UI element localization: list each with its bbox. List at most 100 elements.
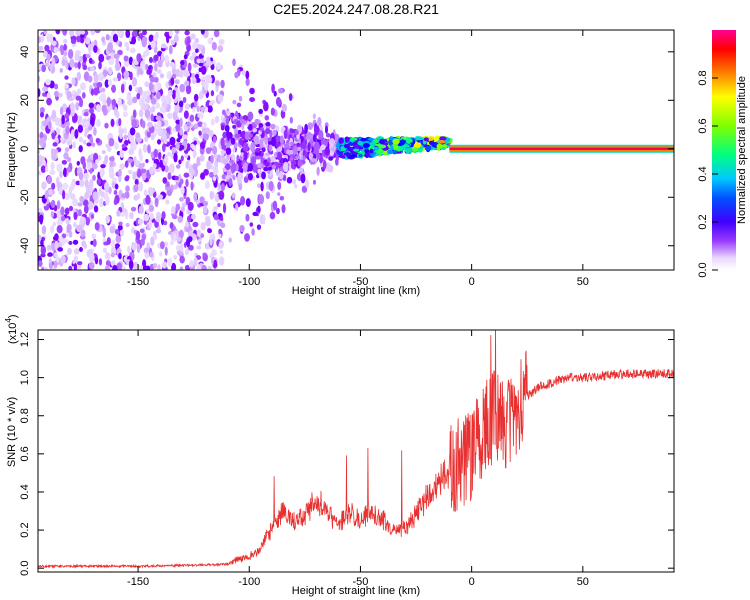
spectrogram-cell [275,96,282,107]
spectrogram-cell [64,207,70,216]
spectrogram-cell [211,42,217,51]
spectrogram-ytick-label: -40 [19,238,31,254]
spectrogram-cell [90,30,96,36]
spectrogram-cell [169,61,176,68]
spectrogram-cell [157,194,164,200]
spectrogram-cell [180,155,184,162]
spectrogram-cell [50,211,55,218]
spectrogram-cell [181,202,187,208]
spectrogram-cell [110,118,115,128]
spectrogram-cell [260,181,264,192]
spectrogram-cell [44,44,50,52]
spectrogram-cell [170,240,174,246]
spectrogram-panel: -150 -100 -50 0 50 -40 -20 0 20 40 Height of stra… [6,29,675,297]
spectrogram-ticks: -150 -100 -50 0 50 -40 -20 0 20 40 [19,30,674,288]
spectrogram-cell [229,159,235,164]
spectrogram-cell [108,171,115,179]
spectrogram-cell [264,161,270,167]
spectrogram-cell [254,118,260,126]
spectrogram-cell [125,30,131,39]
colorbar-tick-label: 0.8 [697,70,709,85]
spectrogram-cell [413,143,421,148]
spectrogram-cell [193,191,198,202]
spectrogram-cell [139,162,143,170]
figure-title: C2E5.2024.247.08.28.R21 [273,1,439,17]
spectrogram-cell [120,83,125,94]
spectrogram-cell [226,110,231,117]
spectrogram-cell [203,168,209,176]
spectrogram-cell [195,199,200,205]
spectrogram-cell [260,150,264,157]
spectrogram-cell [53,252,58,258]
spectrogram-cell [267,166,273,171]
spectrogram-cell [54,83,59,90]
spectrogram-cell [80,216,85,223]
spectrogram-xtick-label: 50 [577,276,589,288]
spectrogram-cell [187,201,194,211]
spectrogram-cell [157,50,163,57]
snr-xtick-label: 0 [469,576,475,588]
spectrogram-cell [56,163,63,173]
spectrogram-cell [283,161,289,173]
spectrogram-cell [68,205,74,212]
spectrogram-cell [318,130,324,140]
spectrogram-cell [118,117,122,127]
spectrogram-cell [116,30,123,36]
spectrogram-cell [89,168,93,174]
spectrogram-cell [182,96,187,104]
spectrogram-cell [144,135,149,143]
spectrogram-cell [146,69,152,75]
spectrogram-cell [277,192,281,197]
spectrogram-cell [352,148,360,152]
spectrogram-cell [162,177,168,184]
spectrogram-cell [242,142,249,152]
spectrogram-cell [180,60,185,66]
spectrogram-cell [79,195,85,203]
spectrogram-cell [161,211,166,220]
spectrogram-cell [111,98,117,107]
colorbar-gradient [712,30,736,270]
spectrogram-cell [148,166,155,175]
spectrogram-cell [209,234,214,240]
spectrogram-cell [191,145,197,151]
spectrogram-cell [157,59,163,68]
spectrogram-cell [258,122,264,129]
spectrogram-cell [47,120,52,130]
spectrogram-xtick-label: 0 [469,276,475,288]
spectrogram-cell [126,94,132,101]
spectrogram-cell [140,99,145,106]
spectrogram-cell [42,92,46,97]
snr-multiplier-exp: 4 [4,318,13,323]
spectrogram-cell [108,186,112,194]
spectrogram-cell [131,242,137,251]
spectrogram-cell [179,266,184,270]
spectrogram-cell [186,121,191,127]
spectrogram-cell [89,117,95,127]
spectrogram-cell [187,236,193,243]
spectrogram-cell [200,106,206,112]
spectrogram-cell [245,78,250,87]
spectrogram-cell [149,76,156,83]
spectrogram-cell [124,160,129,168]
spectrogram-cell [199,110,204,119]
spectrogram-cell [64,147,70,152]
spectrogram-cell [93,205,99,213]
spectrogram-cell [90,88,95,96]
spectrogram-cell [267,140,273,145]
spectrogram-cell [214,80,220,87]
spectrogram-cell [39,111,45,118]
spectrogram-cell [80,82,86,91]
spectrogram-cell [288,149,294,155]
spectrogram-cell [69,30,75,37]
spectrogram-cell [139,228,145,234]
spectrogram-cell [124,41,130,48]
spectrogram-cell [155,31,159,39]
spectrogram-xlabel: Height of straight line (km) [292,285,420,297]
snr-multiplier-base: (x10 [7,323,19,344]
spectrogram-cell [61,159,67,165]
snr-ytick-label: 1.0 [19,370,31,385]
spectrogram-cell [167,257,173,268]
spectrogram-cell [74,53,80,61]
spectrogram-cell [199,196,205,204]
